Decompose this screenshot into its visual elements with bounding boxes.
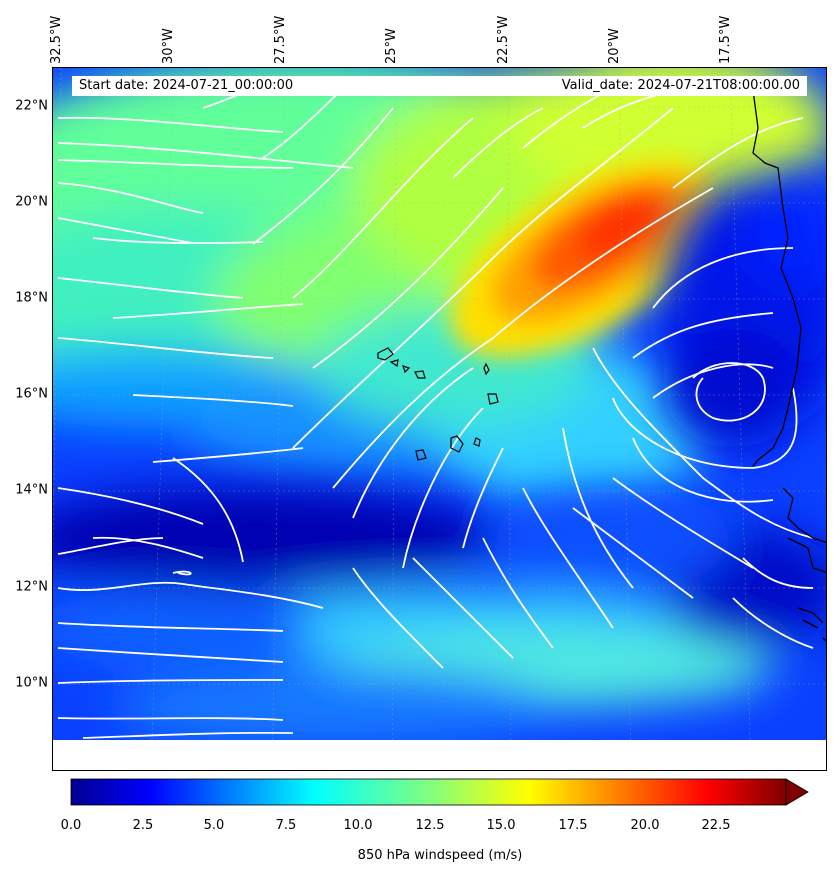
lon-label-27.5W: 27.5°W (273, 15, 288, 64)
lat-label-10N: 10°N (15, 675, 48, 691)
colorbar-tick-2.5: 2.5 (132, 818, 154, 833)
windspeed-field (53, 68, 826, 740)
colorbar-tick-0.0: 0.0 (60, 818, 82, 833)
colorbar-tick-15.0: 15.0 (486, 818, 516, 833)
date-info-box: Start date: 2024-07-21_00:00:00 Valid_da… (72, 76, 807, 96)
windspeed-map (53, 68, 826, 770)
colorbar-tick-7.5: 7.5 (275, 818, 297, 833)
lat-label-20N: 20°N (15, 194, 48, 210)
lat-label-16N: 16°N (15, 386, 48, 402)
colorbar (70, 778, 809, 806)
colorbar-tick-22.5: 22.5 (701, 818, 731, 833)
colorbar-tick-20.0: 20.0 (630, 818, 660, 833)
lon-label-32.5W: 32.5°W (49, 15, 64, 64)
lat-label-14N: 14°N (15, 482, 48, 498)
lon-label-25W: 25°W (384, 28, 399, 64)
colorbar-gradient (70, 778, 787, 806)
streamlines (57, 77, 814, 739)
colorbar-tick-5.0: 5.0 (203, 818, 225, 833)
coastline (752, 89, 826, 642)
colorbar-tick-17.5: 17.5 (558, 818, 588, 833)
lat-label-18N: 18°N (15, 290, 48, 306)
cape-verde-islands (377, 347, 499, 461)
lon-label-30W: 30°W (161, 28, 176, 64)
lat-label-12N: 12°N (15, 579, 48, 595)
lat-label-22N: 22°N (15, 98, 48, 114)
lon-label-22.5W: 22.5°W (496, 15, 511, 64)
map-panel (52, 67, 827, 771)
lon-label-20W: 20°W (607, 28, 622, 64)
colorbar-extend-arrow (785, 778, 809, 806)
start-date-text: Start date: 2024-07-21_00:00:00 (79, 78, 294, 93)
colorbar-label: 850 hPa windspeed (m/s) (357, 848, 523, 863)
colorbar-tick-12.5: 12.5 (415, 818, 445, 833)
colorbar-tick-10.0: 10.0 (343, 818, 373, 833)
lon-label-17.5W: 17.5°W (718, 15, 733, 64)
valid-date-text: Valid_date: 2024-07-21T08:00:00.00 (561, 78, 800, 93)
